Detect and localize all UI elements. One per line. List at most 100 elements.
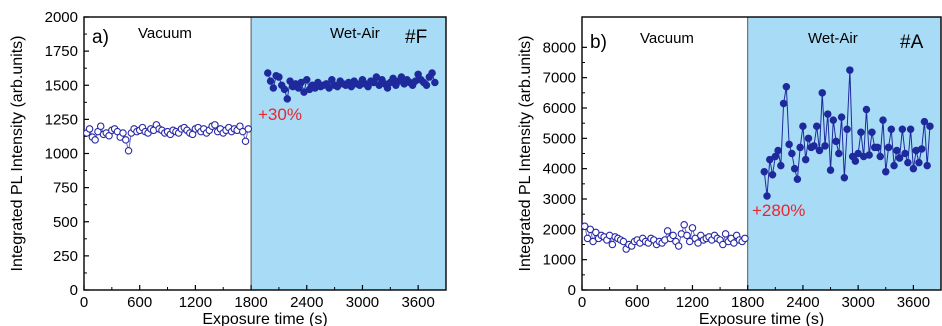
increase-annotation: +30%	[258, 105, 302, 124]
x-tick-label: 1200	[676, 294, 709, 311]
y-tick-label: 1750	[45, 43, 78, 60]
wet-air-point	[832, 137, 840, 146]
wet-air-point	[846, 66, 854, 74]
wet-air-point	[422, 81, 431, 90]
vacuum-point	[119, 129, 127, 137]
vacuum-point	[674, 242, 683, 250]
wet-air-point	[851, 157, 860, 165]
vacuum-point	[96, 122, 105, 130]
vacuum-point	[244, 125, 253, 133]
y-axis-title: Integrated PL Intensity (arb.units)	[517, 36, 534, 272]
x-tick-label: 3600	[897, 294, 930, 311]
wet-air-label: Wet-Air	[808, 30, 858, 47]
wet-air-point	[862, 105, 871, 114]
panel-label: a)	[92, 27, 109, 48]
wet-air-point	[818, 89, 827, 97]
vacuum-point	[663, 227, 672, 235]
wet-air-point	[837, 113, 846, 121]
wet-air-point	[804, 134, 813, 143]
y-tick-label: 1000	[45, 146, 78, 163]
vacuum-point	[583, 234, 592, 243]
wet-air-point	[790, 164, 799, 173]
wet-air-point	[810, 142, 818, 150]
x-tick-label: 3600	[401, 294, 434, 311]
vacuum-point	[730, 239, 738, 247]
chart-panel-b: 0 1000 2000 3000 4000 5000 6000 7000 8000 0 600 120…	[517, 16, 942, 326]
vacuum-point	[669, 231, 677, 240]
wet-air-point	[796, 143, 804, 152]
wet-air-point	[909, 164, 918, 173]
x-axis-title: Exposure time (s)	[699, 311, 824, 326]
wet-air-point	[799, 122, 807, 130]
wet-air-point	[915, 158, 923, 167]
wet-air-point	[771, 152, 780, 161]
x-tick-label: 1800	[234, 294, 267, 311]
wet-air-point	[826, 166, 835, 174]
vacuum-point	[589, 237, 597, 246]
wet-air-point	[887, 125, 896, 133]
wet-air-point	[269, 84, 278, 92]
vacuum-point	[619, 237, 628, 246]
vacuum-point	[592, 228, 600, 237]
wet-air-point	[774, 146, 782, 155]
x-tick-label: 2400	[290, 294, 323, 311]
y-tick-label: 1000	[543, 252, 576, 269]
wet-air-point	[893, 146, 901, 155]
wet-air-point	[917, 145, 926, 153]
x-tick-label: 1800	[731, 294, 764, 311]
y-tick-label: 2000	[45, 9, 78, 26]
vacuum-point	[688, 224, 697, 232]
vacuum-point	[608, 240, 617, 249]
wet-air-point	[840, 174, 849, 182]
chart-panel-a: 0 250 500 750 1000 1250 1500 1750 2000 0 600 1200 18…	[9, 9, 447, 326]
wet-air-point	[821, 142, 829, 150]
wet-air-point	[857, 128, 865, 137]
wet-air-region	[251, 17, 446, 290]
wet-air-point	[275, 73, 283, 81]
wet-air-point	[835, 149, 843, 158]
y-tick-label: 1500	[45, 77, 78, 94]
wet-air-point	[785, 140, 793, 149]
y-tick-label: 8000	[543, 39, 576, 56]
wet-air-point	[829, 116, 838, 124]
wet-air-point	[793, 175, 802, 184]
vacuum-point	[211, 121, 219, 129]
y-tick-label: 2000	[543, 221, 576, 238]
x-tick-label: 600	[625, 294, 650, 311]
vacuum-point	[122, 136, 130, 144]
wet-air-point	[280, 85, 289, 94]
y-tick-label: 500	[53, 214, 78, 231]
vacuum-point	[581, 222, 589, 231]
x-tick-label: 3000	[841, 294, 874, 311]
wet-air-point	[266, 77, 275, 85]
wet-air-point	[879, 116, 887, 124]
vacuum-point	[685, 237, 694, 246]
y-tick-label: 7000	[543, 70, 576, 87]
wet-air-point	[890, 161, 898, 170]
wet-air-point	[926, 122, 934, 130]
wet-air-point	[824, 110, 832, 118]
sample-label: #A	[900, 32, 924, 53]
y-tick-label: 0	[568, 282, 576, 299]
y-tick-label: 4000	[543, 161, 576, 178]
wet-air-point	[283, 95, 292, 103]
wet-air-point	[779, 99, 788, 108]
vacuum-point	[241, 137, 250, 145]
sample-label: #F	[405, 27, 427, 48]
vacuum-point	[124, 147, 133, 155]
wet-air-point	[766, 155, 774, 164]
wet-air-point	[801, 155, 810, 164]
wet-air-point	[865, 151, 873, 159]
wet-air-point	[264, 69, 272, 77]
y-tick-label: 0	[70, 282, 78, 299]
vacuum-label: Vacuum	[640, 30, 694, 47]
wet-air-point	[428, 69, 436, 77]
wet-air-point	[431, 78, 439, 87]
y-tick-label: 6000	[543, 100, 576, 117]
wet-air-point	[763, 192, 771, 200]
wet-air-point	[815, 146, 824, 155]
wet-air-point	[768, 170, 777, 179]
wet-air-point	[906, 125, 915, 133]
